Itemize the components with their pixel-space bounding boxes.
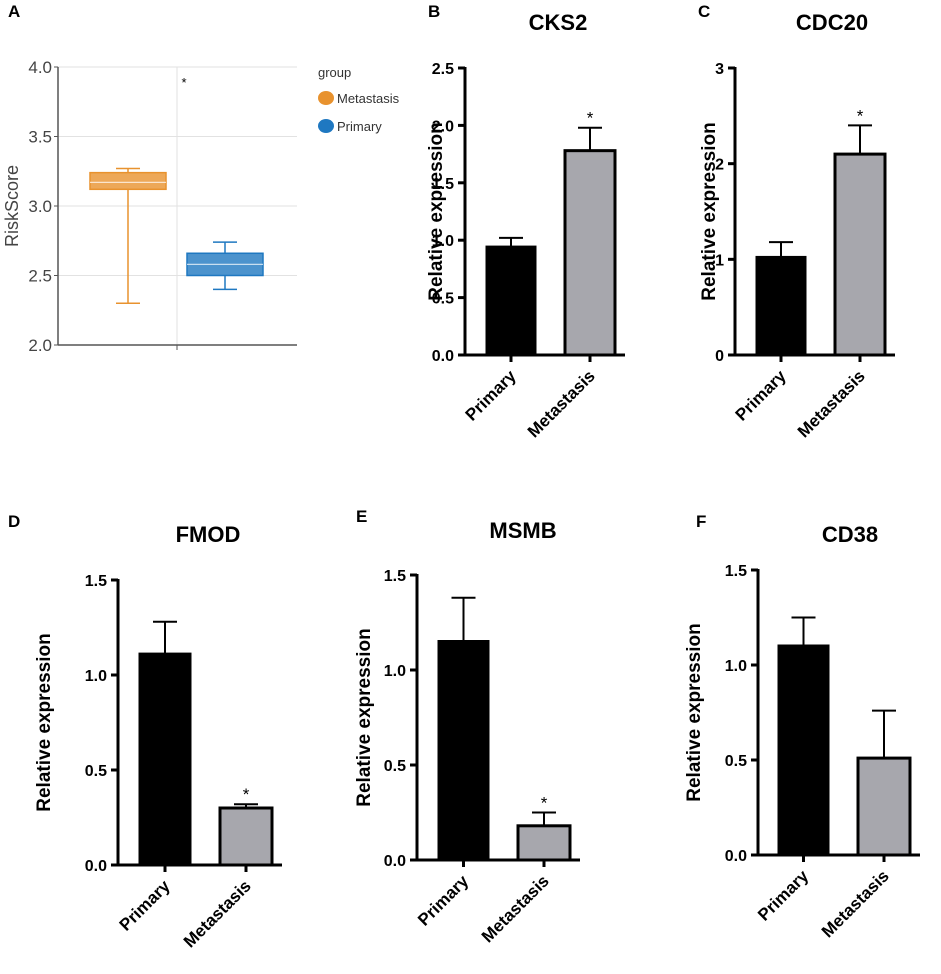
y-tick-label: 2.0 [28,336,52,355]
y-tick-label: 1.5 [725,563,747,580]
legend-title: group [318,65,351,80]
x-tick-label: Primary [462,366,521,425]
significance-star: * [587,109,594,128]
panel-b-barchart: B CKS2 0.0 0.5 1.0 1.5 2.0 2.5 Relative expressi… [426,2,625,441]
x-tick-label: Metastasis [180,876,255,951]
y-axis-label: RiskScore [2,165,22,247]
y-tick-label: 0.5 [432,291,454,308]
y-tick-label: 1.5 [384,568,406,585]
y-tick-label: 0.5 [85,763,107,780]
legend-marker-metastasis [318,91,334,105]
y-tick-label: 2.5 [432,61,454,78]
significance-star: * [541,794,548,813]
chart-title: CKS2 [529,10,588,35]
panel-letter: F [696,512,706,531]
panel-f-barchart: F CD38 0.0 0.5 1.0 1.5 Relative expression Prim… [684,512,920,941]
x-tick-label: Metastasis [478,871,553,946]
chart-title: MSMB [489,518,556,543]
y-tick-label: 1.0 [384,663,406,680]
y-tick-label: 3 [715,61,724,78]
panel-letter: B [428,2,440,21]
y-tick-label: 1.0 [725,658,747,675]
significance-star: * [181,75,186,90]
x-tick-label: Primary [414,871,473,930]
y-axis-label: Relative expression [426,122,447,300]
panel-a-boxplot: A 2.0 2.5 3.0 3.5 4.0 RiskScore * group Metastasi… [2,2,400,355]
x-tick-label: Metastasis [794,366,869,441]
chart-title: FMOD [176,522,241,547]
y-tick-label: 0 [715,348,724,365]
panel-letter: D [8,512,20,531]
bar-metastasis [218,806,274,867]
y-tick-label: 1.5 [85,573,107,590]
x-tick-label: Primary [732,366,791,425]
y-tick-label: 0.5 [384,758,406,775]
box-metastasis [89,167,167,305]
legend-label: Metastasis [337,91,400,106]
y-axis-label: Relative expression [684,623,705,801]
bar-primary [755,255,807,357]
bar-metastasis [516,824,572,862]
chart-title: CDC20 [796,10,868,35]
x-tick-label: Primary [754,866,813,925]
x-tick-label: Metastasis [818,866,893,941]
y-tick-label: 1.5 [432,176,454,193]
y-tick-label: 3.0 [28,197,52,216]
box-iqr [89,171,167,191]
y-tick-label: 4.0 [28,58,52,77]
y-tick-label: 2.0 [432,118,454,135]
bar-primary [437,640,490,862]
y-axis-label: Relative expression [34,633,55,811]
panel-letter: C [698,2,710,21]
bar-primary [777,644,830,857]
box-primary [186,241,264,291]
y-tick-label: 2 [715,157,724,174]
bar-primary [138,652,192,867]
x-tick-label: Primary [116,876,175,935]
y-tick-label: 0.0 [85,858,107,875]
legend-label: Primary [337,119,382,134]
y-tick-label: 0.5 [725,753,747,770]
panel-c-barchart: C CDC20 0 1 2 3 Relative expression Primary * Met… [698,2,895,441]
bar-metastasis [856,756,912,857]
bar-primary [485,245,537,357]
panel-e-barchart: E MSMB 0.0 0.5 1.0 1.5 Relative expression Prim… [354,507,580,946]
panel-d-barchart: D FMOD 0.0 0.5 1.0 1.5 Relative expression Prim… [8,512,282,951]
y-tick-label: 0.0 [384,853,406,870]
legend-marker-primary [318,119,334,133]
y-tick-label: 1.0 [85,668,107,685]
y-tick-label: 0.0 [725,848,747,865]
y-tick-label: 0.0 [432,348,454,365]
panel-letter: E [356,507,367,526]
bar-metastasis [563,149,617,357]
significance-star: * [243,785,250,804]
y-tick-label: 1.0 [432,233,454,250]
y-tick-label: 3.5 [28,128,52,147]
panel-letter: A [8,2,20,21]
chart-title: CD38 [822,522,878,547]
bar-metastasis [833,152,887,357]
significance-star: * [857,106,864,125]
y-axis-label: Relative expression [699,122,720,300]
x-tick-label: Metastasis [524,366,599,441]
y-axis-label: Relative expression [354,628,375,806]
y-tick-label: 1 [715,252,724,269]
y-tick-label: 2.5 [28,267,52,286]
